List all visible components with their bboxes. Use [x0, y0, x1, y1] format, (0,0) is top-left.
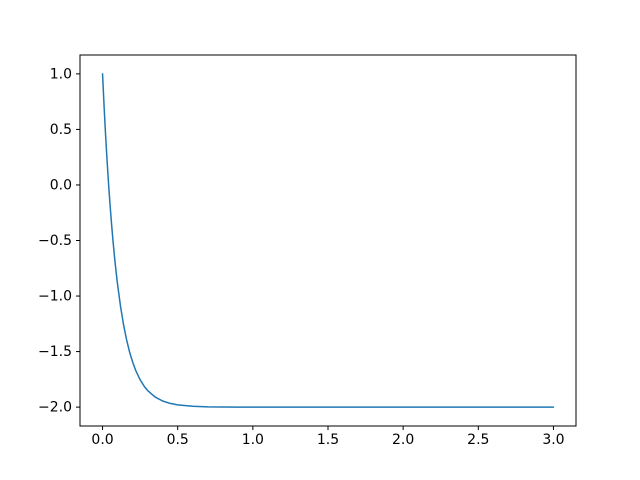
y-tick-label: −2.0 — [38, 400, 72, 416]
x-tick-label: 0.5 — [167, 432, 189, 448]
x-tick-label: 2.5 — [467, 432, 489, 448]
data-line — [101, 73, 555, 408]
y-tick-label: −0.5 — [38, 233, 72, 249]
y-tick-label: −1.5 — [38, 344, 72, 360]
x-tick-label: 0.0 — [91, 432, 113, 448]
x-tick-label: 3.0 — [542, 432, 564, 448]
x-tick-label: 1.0 — [242, 432, 264, 448]
x-tick-label: 2.0 — [392, 432, 414, 448]
x-tick-label: 1.5 — [317, 432, 339, 448]
y-tick-label: −1.0 — [38, 289, 72, 305]
y-tick-label: 0.5 — [50, 122, 72, 138]
y-tick-label: 0.0 — [50, 177, 72, 193]
y-tick-label: 1.0 — [50, 66, 72, 82]
plot-area — [79, 54, 577, 427]
